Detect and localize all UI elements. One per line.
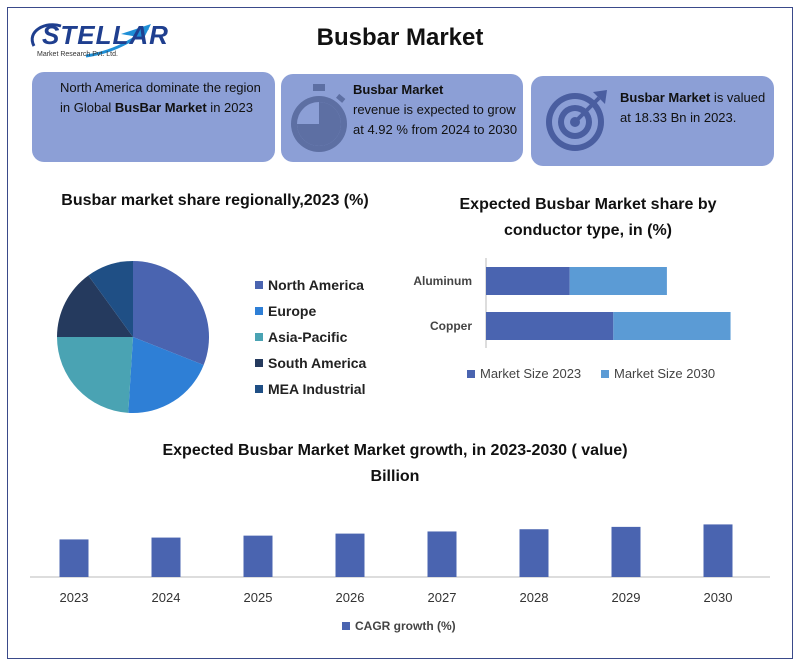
logo-text: STELLAR [42, 20, 169, 50]
pie-legend-item: South America [255, 354, 366, 372]
logo-swoosh-icon [30, 23, 151, 58]
legend-swatch [255, 359, 263, 368]
legend-label: Europe [268, 303, 317, 319]
hbar-legend-swatch [601, 370, 609, 378]
legend-swatch [255, 281, 263, 290]
target-icon [546, 90, 607, 151]
page-title: Busbar Market [316, 24, 484, 51]
card3-text: is valued at 18.33 Bn in 2023. [620, 90, 766, 125]
hbar-category-label: Aluminum [413, 274, 472, 288]
pie-legend-item: MEA Industrial [255, 380, 366, 398]
growth-bar [59, 539, 89, 577]
card2-text: revenue is expected to grow at 4.92 % fr… [353, 102, 518, 137]
growth-year-label: 2030 [704, 590, 733, 605]
card1-text: North America dominate the region in Glo… [60, 80, 261, 115]
hbar-legend-label: Market Size 2030 [614, 366, 715, 381]
card1-bold: BusBar Market [114, 100, 207, 115]
growth-year-label: 2029 [612, 590, 641, 605]
growth-bar [611, 526, 641, 577]
legend-swatch [255, 307, 263, 316]
growth-chart-title: Expected Busbar Market Market growth, in… [162, 442, 628, 485]
growth-bar [427, 531, 457, 577]
growth-year-label: 2026 [336, 590, 365, 605]
growth-year-label: 2027 [428, 590, 457, 605]
growth-year-label: 2023 [60, 590, 89, 605]
growth-bar [703, 524, 733, 577]
growth-year-label: 2028 [520, 590, 549, 605]
info-card-value: Busbar Market is valued at 18.33 Bn in 2… [531, 76, 774, 166]
card3-bold: Busbar Market [620, 90, 711, 105]
legend-swatch [255, 333, 263, 342]
growth-bar [519, 529, 549, 577]
pie-legend-item: Asia-Pacific [255, 328, 347, 346]
hbar-category-label: Copper [430, 319, 472, 333]
pie-chart [57, 261, 210, 413]
growth-year-label: 2025 [244, 590, 273, 605]
legend-label: North America [268, 277, 364, 293]
hbar-segment-2023 [486, 267, 570, 295]
hbar-legend-swatch [467, 370, 475, 378]
growth-year-label: 2024 [152, 590, 181, 605]
pie-slice-south-america [57, 275, 133, 337]
stopwatch-icon [291, 84, 347, 152]
hbar-legend-label: Market Size 2023 [480, 366, 581, 381]
pie-chart-title: Busbar market share regionally,2023 (%) [61, 192, 369, 209]
growth-bar [243, 535, 273, 577]
conductor-bar-chart: Aluminum Copper Market Size 2023 Market Siz… [413, 258, 731, 381]
info-card-region: North America dominate the region in Glo… [32, 72, 275, 162]
conductor-chart-title: Expected Busbar Market share by conducto… [459, 196, 717, 239]
legend-swatch [255, 385, 263, 394]
pie-slice-mea-industrial [88, 261, 133, 337]
info-card-growth: Busbar Market revenue is expected to grow… [281, 74, 523, 162]
growth-bar [151, 537, 181, 577]
pie-legend-item: North America [255, 276, 364, 294]
legend-label: Asia-Pacific [268, 329, 348, 345]
growth-legend-swatch [342, 622, 350, 630]
legend-label: South America [268, 355, 367, 371]
pie-slice-north-america [133, 261, 210, 365]
growth-legend-label: CAGR growth (%) [355, 619, 456, 633]
card1-post: in 2023 [206, 100, 253, 115]
pie-legend-item: Europe [255, 302, 316, 320]
hbar-segment-2030 [613, 312, 731, 340]
hbar-segment-2023 [486, 312, 614, 340]
logo-subtitle: Market Research Pvt. Ltd. [37, 51, 118, 58]
growth-bar-chart: 2023 2024 2025 2026 2027 2028 2029 2030 CAGR gro… [30, 524, 770, 633]
stellar-logo [26, 16, 166, 66]
card2-bold: Busbar Market [353, 82, 444, 97]
growth-bar [335, 533, 365, 577]
pie-slice-europe [128, 337, 204, 413]
legend-label: MEA Industrial [268, 381, 366, 397]
pie-slice-asia-pacific [57, 337, 133, 413]
hbar-segment-2030 [569, 267, 667, 295]
